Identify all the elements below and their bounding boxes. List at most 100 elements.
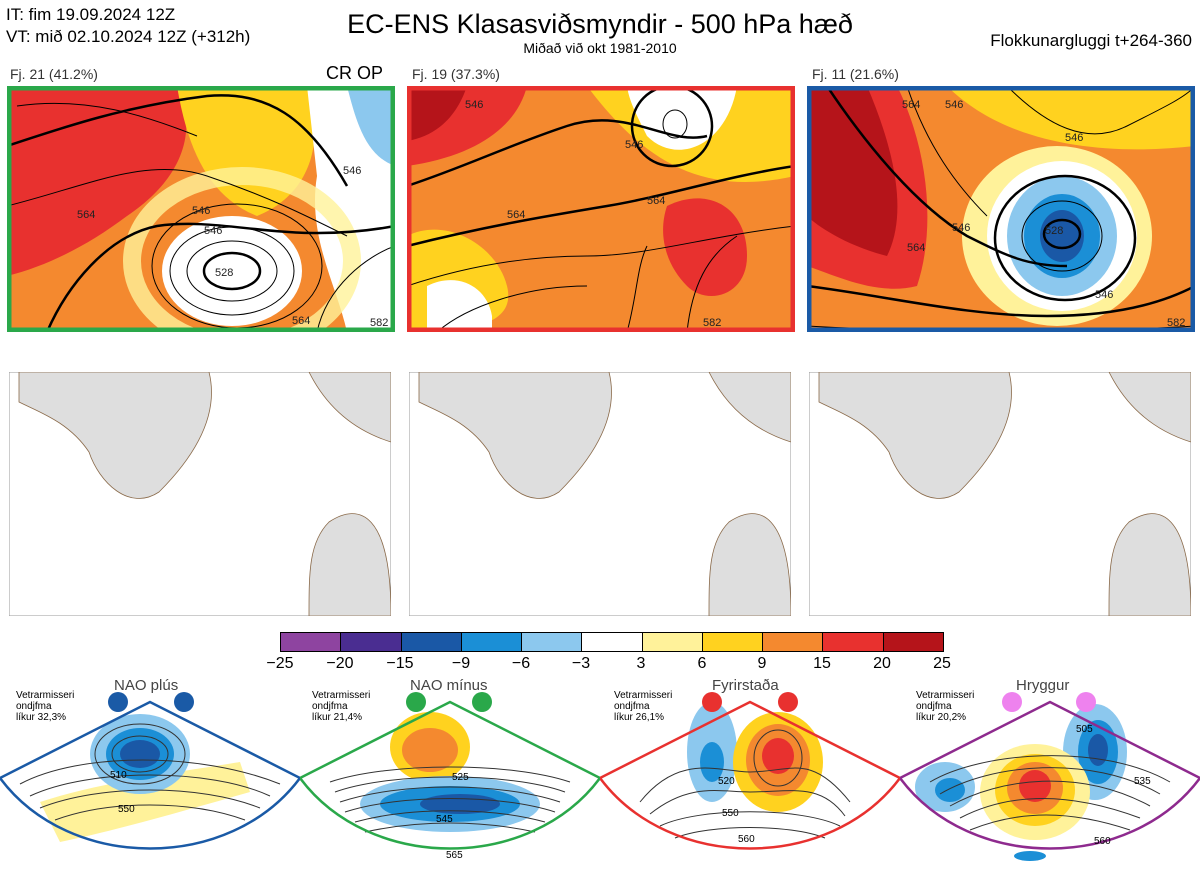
- regime-4-label: 505: [1076, 724, 1093, 735]
- header-info: IT: fim 19.09.2024 12Z VT: mið 02.10.202…: [6, 4, 250, 48]
- colorbar-swatch: [281, 633, 342, 651]
- colorbar-swatch: [763, 633, 824, 651]
- valid-time: VT: mið 02.10.2024 12Z (+312h): [6, 27, 251, 46]
- cluster-3-contour-1: 564: [902, 99, 920, 111]
- cluster-1-contour-6: 582: [370, 317, 388, 329]
- colorbar-tick: 6: [697, 655, 707, 672]
- cluster-1-contour-2: 564: [77, 209, 95, 221]
- colorbar-swatch: [341, 633, 402, 651]
- regime-4-label: 560: [1094, 836, 1111, 847]
- window-label: Flokkunargluggi t+264-360: [990, 31, 1192, 50]
- cluster-2-contour-5: 582: [703, 317, 721, 329]
- cluster-2-contour-1: 546: [465, 99, 483, 111]
- regime-2-map: 525 545 565: [300, 700, 600, 861]
- regime-1-info-line: ondjfma: [16, 701, 52, 712]
- page-title: EC-ENS Klasasviðsmyndir - 500 hPa hæð: [347, 9, 853, 39]
- colorbar-tick: 3: [636, 655, 646, 672]
- colorbar-swatch: [702, 633, 764, 651]
- regime-3-info-line: líkur 26,1%: [614, 712, 665, 723]
- regime-3-info-line: ondjfma: [614, 701, 650, 712]
- regime-2-title: NAO mínus: [410, 677, 488, 694]
- cluster-2-map: 546 546 564 564 582: [407, 86, 795, 332]
- regime-1-info-line: Vetrarmisseri: [16, 690, 75, 701]
- regime-1-label: 510: [110, 770, 127, 781]
- regime-3-map: 520 550 560: [600, 700, 900, 850]
- cluster-3-contour-7: 546: [1095, 289, 1113, 301]
- regime-1-info: Vetrarmisseri ondjfma líkur 32,3%: [16, 690, 74, 723]
- colorbar: [280, 632, 944, 652]
- regime-2-info-line: ondjfma: [312, 701, 348, 712]
- regime-3-dot-icon: [702, 692, 722, 712]
- cluster-1-contour-5: 564: [292, 315, 310, 327]
- cluster-2-contour-3: 564: [507, 209, 525, 221]
- cluster-1-map: 546 564 546 528 564 582 546: [7, 86, 395, 332]
- colorbar-swatch: [582, 633, 643, 651]
- blank-map-1: [9, 372, 391, 616]
- regime-3-info-line: Vetrarmisseri: [614, 690, 673, 701]
- cluster-1-contour-1: 546: [192, 205, 210, 217]
- colorbar-swatch: [883, 633, 943, 651]
- regime-2-label: 545: [436, 814, 453, 825]
- colorbar-swatch: [461, 633, 523, 651]
- regime-2-label: 565: [446, 850, 463, 861]
- regime-3-title: Fyrirstaða: [712, 677, 779, 694]
- cluster-1-contour-7: 546: [343, 165, 361, 177]
- colorbar-swatch: [642, 633, 703, 651]
- regime-4-dot-icon: [1002, 692, 1022, 712]
- regime-2-info-line: Vetrarmisseri: [312, 690, 371, 701]
- cluster-1-label: Fj. 21 (41.2%): [10, 66, 98, 82]
- regime-3-label: 550: [722, 808, 739, 819]
- colorbar-swatch: [823, 633, 884, 651]
- colorbar-tick: −3: [571, 655, 591, 672]
- colorbar-tick: −6: [511, 655, 531, 672]
- colorbar-swatch: [401, 633, 462, 651]
- init-time: IT: fim 19.09.2024 12Z: [6, 5, 176, 24]
- regime-4-dot-icon: [1076, 692, 1096, 712]
- colorbar-tick: 15: [813, 655, 831, 672]
- cluster-3-contour-4: 546: [1065, 132, 1083, 144]
- regime-3-label: 560: [738, 834, 755, 845]
- cluster-3-contour-2: 546: [945, 99, 963, 111]
- regime-3-dot-icon: [778, 692, 798, 712]
- blank-map-3: [809, 372, 1191, 616]
- regime-1-dot-icon: [174, 692, 194, 712]
- colorbar-tick: −20: [326, 655, 354, 672]
- regime-1-info-line: líkur 32,3%: [16, 712, 67, 723]
- colorbar-tick: 20: [873, 655, 891, 672]
- colorbar-tick: 25: [933, 655, 951, 672]
- colorbar-tick: −25: [266, 655, 294, 672]
- regime-3-label: 520: [718, 776, 735, 787]
- regime-2-label: 525: [452, 772, 469, 783]
- colorbar-tick: 9: [757, 655, 767, 672]
- regime-1-title: NAO plús: [114, 677, 179, 694]
- regime-2-dot-icon: [472, 692, 492, 712]
- cluster-3-label: Fj. 11 (21.6%): [812, 66, 899, 82]
- cluster-2-label: Fj. 19 (37.3%): [412, 66, 500, 82]
- regime-4-label: 535: [1134, 776, 1151, 787]
- colorbar-swatch: [522, 633, 583, 651]
- regime-4-info-line: líkur 20,2%: [916, 712, 967, 723]
- page-subtitle: Miðað við okt 1981-2010: [523, 40, 677, 56]
- colorbar-tick: −15: [386, 655, 414, 672]
- regime-1-label: 550: [118, 804, 135, 815]
- regime-4-map: 505 535 560: [900, 700, 1200, 861]
- cluster-3-map: 564 546 546 546 528 564 546 582: [807, 86, 1195, 332]
- regime-4-title: Hryggur: [1016, 677, 1070, 694]
- regime-4-info-line: ondjfma: [916, 701, 952, 712]
- colorbar-tick: −9: [451, 655, 471, 672]
- cluster-3-contour-6: 564: [907, 242, 925, 254]
- regime-1-map: 510 550: [0, 700, 300, 850]
- regime-2-info-line: líkur 21,4%: [312, 712, 363, 723]
- blank-map-2: [409, 372, 791, 616]
- cluster-3-contour-8: 582: [1167, 317, 1185, 329]
- cluster-3-contour-3: 546: [952, 222, 970, 234]
- regime-2-dot-icon: [406, 692, 426, 712]
- cluster-3-contour-5: 528: [1045, 225, 1063, 237]
- cluster-2-contour-2: 546: [625, 139, 643, 151]
- cluster-1-contour-4: 528: [215, 267, 233, 279]
- regime-2-info: Vetrarmisseri ondjfma líkur 21,4%: [312, 690, 370, 723]
- cluster-1-extra: CR OP: [326, 63, 384, 83]
- cluster-1-contour-3: 546: [204, 225, 222, 237]
- regime-1-dot-icon: [108, 692, 128, 712]
- cluster-2-contour-4: 564: [647, 195, 665, 207]
